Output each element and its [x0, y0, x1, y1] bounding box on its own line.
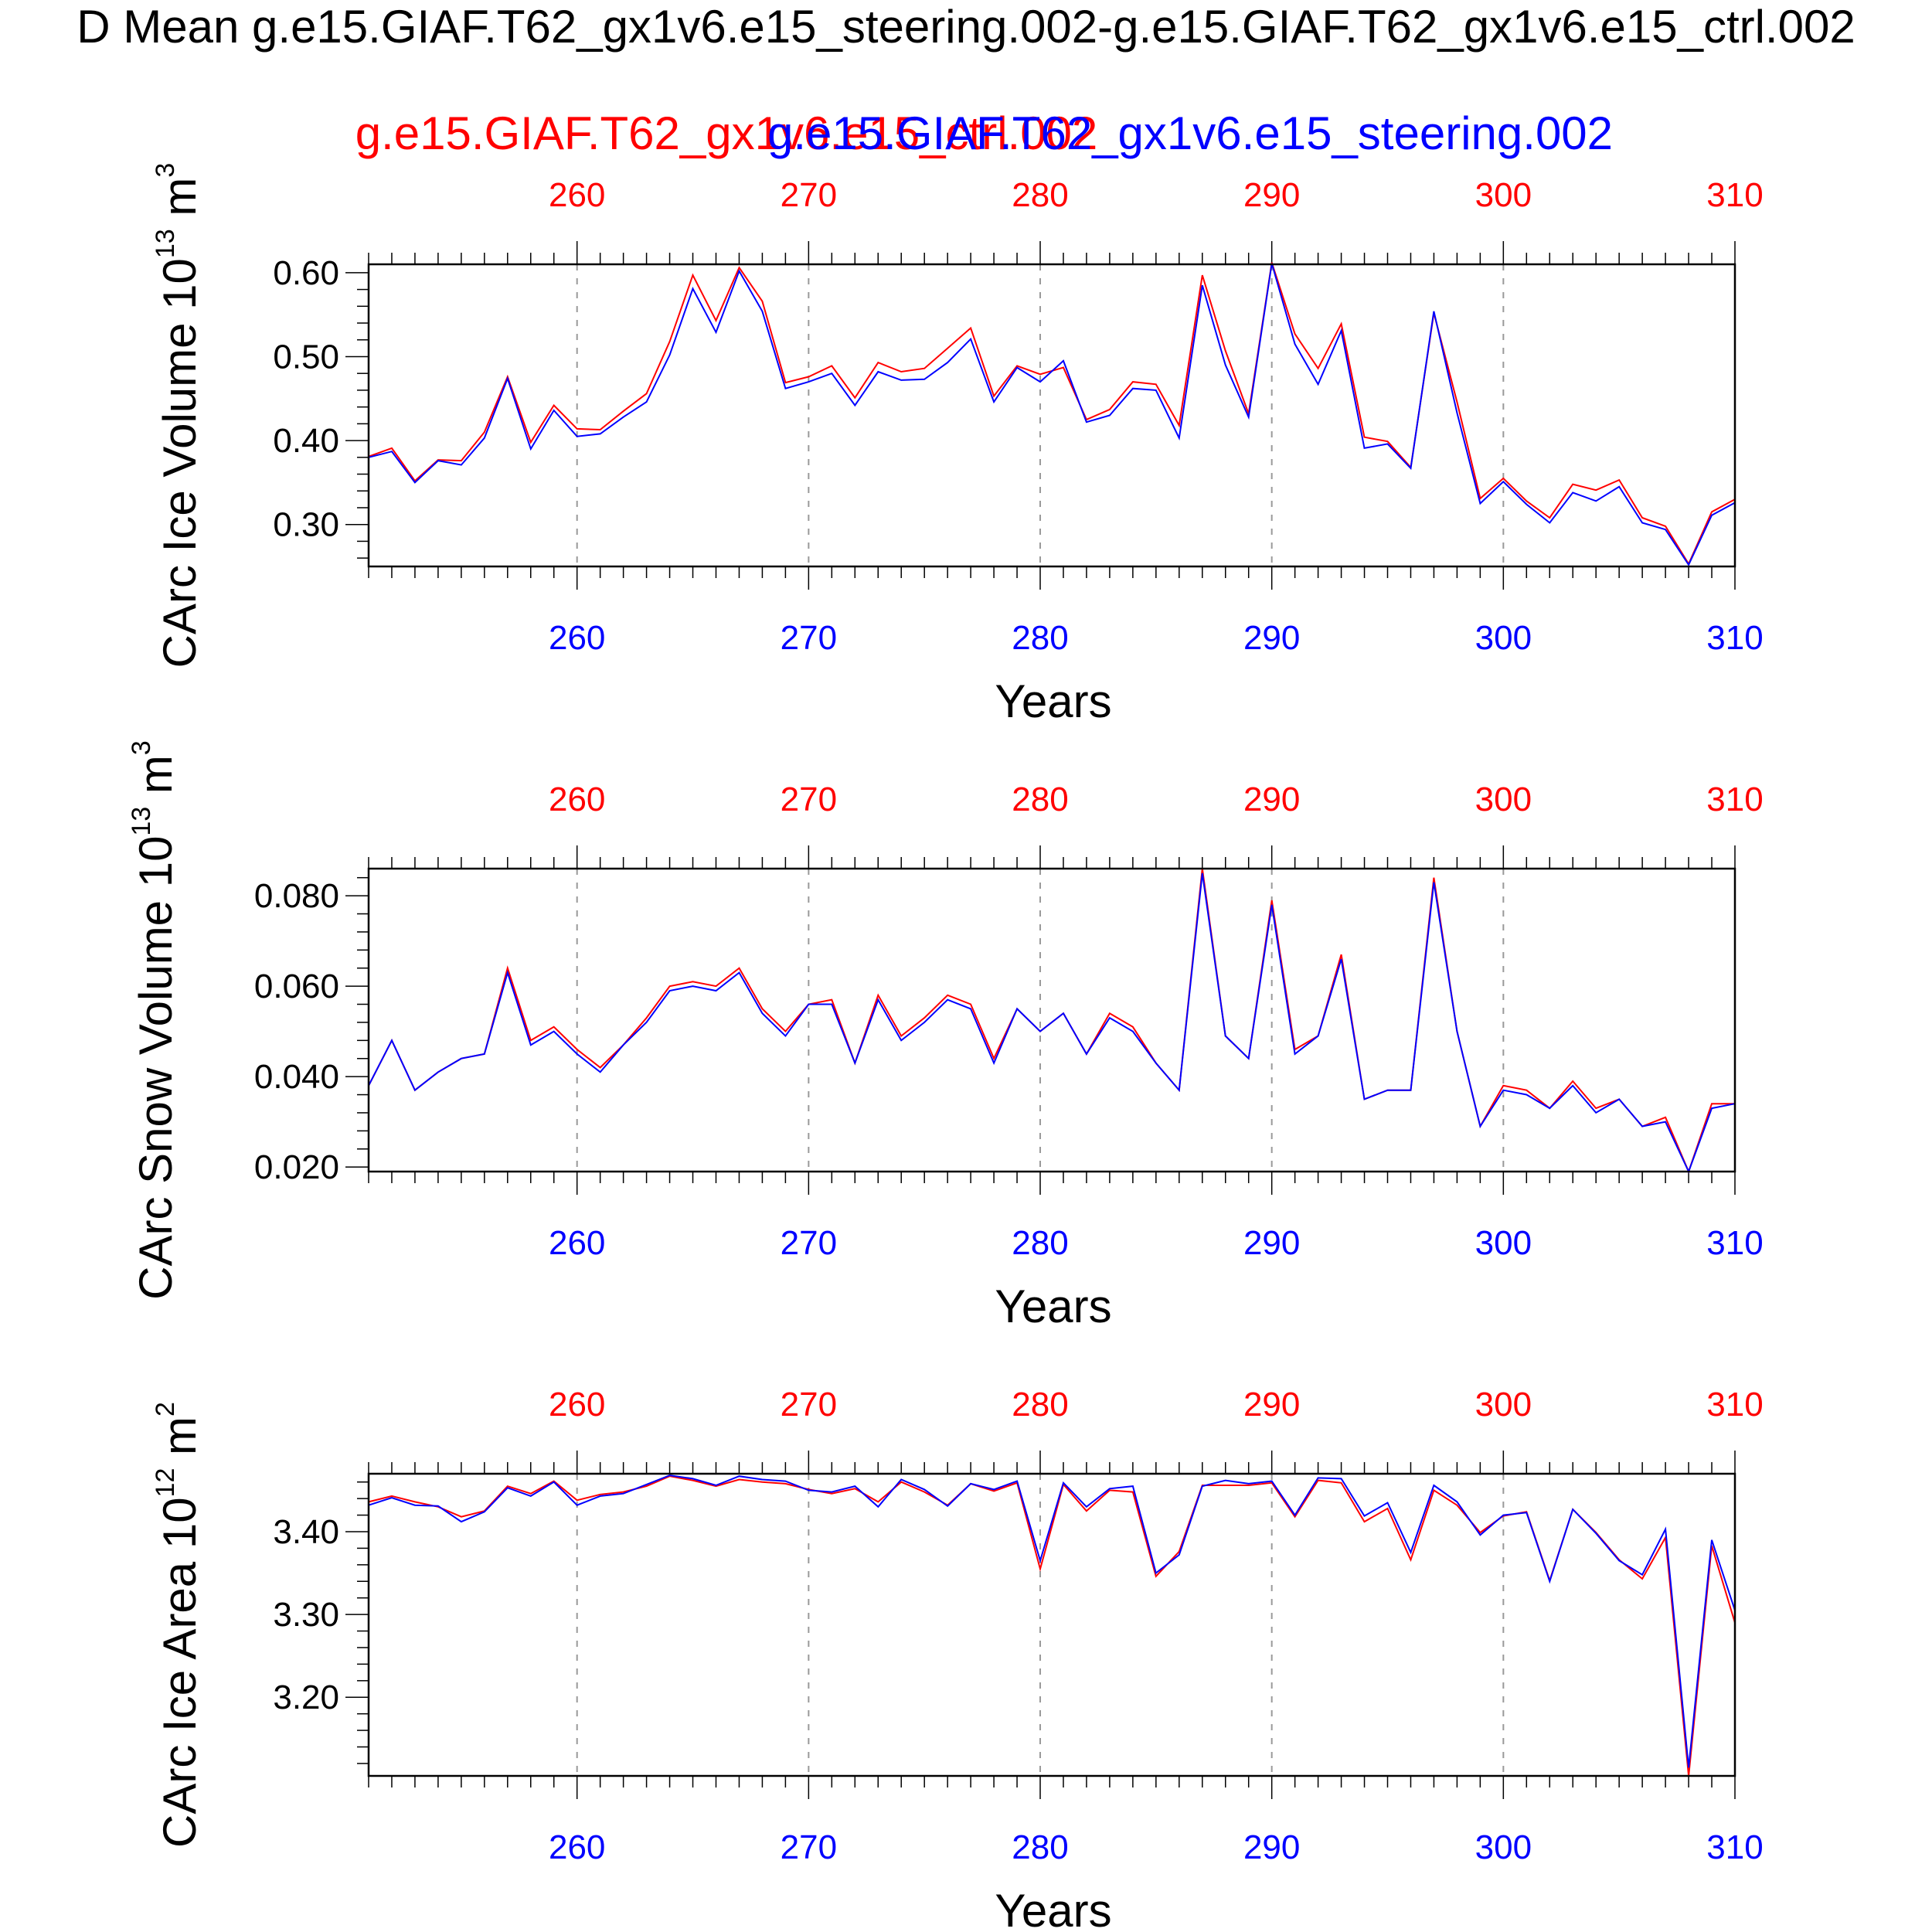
x-tick-label-bottom: 260: [549, 619, 605, 657]
y-tick-label: 0.40: [273, 422, 339, 460]
plot-frame: [367, 1472, 1736, 1777]
legend-steering-label: g.e15.GIAF.T62_gx1v6.e15_steering.002: [767, 107, 1614, 159]
x-tick-label-bottom: 290: [1243, 1224, 1300, 1262]
x-tick-label-bottom: 260: [549, 1224, 605, 1262]
y-axis-label: CArc Ice Volume 1013 m3: [151, 163, 206, 668]
x-tick-label-top: 310: [1706, 1386, 1763, 1423]
x-tick-label-bottom: 310: [1706, 1224, 1763, 1262]
y-tick-label: 0.020: [254, 1148, 339, 1186]
x-axis-label: Years: [995, 1281, 1111, 1332]
y-tick-label: 0.040: [254, 1058, 339, 1096]
x-tick-label-top: 260: [549, 781, 605, 818]
plot-frame: [367, 263, 1736, 568]
x-tick-label-bottom: 300: [1475, 1224, 1532, 1262]
y-tick-label: 3.30: [273, 1596, 339, 1634]
x-axis-label: Years: [995, 675, 1111, 727]
x-tick-label-bottom: 280: [1012, 1828, 1068, 1866]
plot-frame: [367, 867, 1736, 1173]
series-line-steering: [368, 872, 1736, 1174]
y-tick-label: 3.20: [273, 1679, 339, 1716]
x-tick-label-top: 270: [781, 781, 837, 818]
panel-2: 0.020 0.040 0.060 0.080 260 260 270 270 280 280 29…: [127, 740, 1764, 1332]
x-tick-label-top: 310: [1706, 176, 1763, 214]
x-tick-label-top: 260: [549, 176, 605, 214]
y-axis-label: CArc Ice Area 1012 m2: [151, 1402, 206, 1848]
y-tick-label: 0.50: [273, 338, 339, 376]
x-tick-label-bottom: 290: [1243, 1828, 1300, 1866]
x-tick-label-bottom: 310: [1706, 619, 1763, 657]
x-tick-label-top: 280: [1012, 781, 1068, 818]
y-tick-label: 0.60: [273, 254, 339, 292]
x-tick-label-bottom: 270: [781, 619, 837, 657]
x-tick-label-bottom: 280: [1012, 619, 1068, 657]
x-tick-label-bottom: 280: [1012, 1224, 1068, 1262]
x-tick-label-bottom: 310: [1706, 1828, 1763, 1866]
x-tick-label-top: 310: [1706, 781, 1763, 818]
y-tick-label: 0.080: [254, 877, 339, 915]
series-line-steering: [368, 1475, 1736, 1768]
y-tick-label: 3.40: [273, 1513, 339, 1551]
legend-ctrl-label: g.e15.GIAF.T62_gx1v6.e15_ctrl.002: [355, 107, 1098, 159]
x-tick-label-bottom: 300: [1475, 619, 1532, 657]
series-line-ctrl: [368, 262, 1736, 566]
panel-1: 0.30 0.40 0.50 0.60 260 260 270 270 280 280 290 290…: [151, 163, 1764, 727]
x-tick-label-top: 300: [1475, 781, 1532, 818]
x-tick-label-bottom: 290: [1243, 619, 1300, 657]
x-tick-label-top: 280: [1012, 176, 1068, 214]
x-tick-label-top: 290: [1243, 1386, 1300, 1423]
x-tick-label-top: 280: [1012, 1386, 1068, 1423]
x-axis-label: Years: [995, 1885, 1111, 1932]
x-tick-label-top: 270: [781, 1386, 837, 1423]
x-tick-label-top: 300: [1475, 176, 1532, 214]
x-tick-label-bottom: 300: [1475, 1828, 1532, 1866]
x-tick-label-top: 260: [549, 1386, 605, 1423]
x-tick-label-bottom: 270: [781, 1828, 837, 1866]
x-tick-label-top: 290: [1243, 781, 1300, 818]
series-line-ctrl: [368, 868, 1735, 1174]
chart-title: D Mean g.e15.GIAF.T62_gx1v6.e15_steering…: [77, 1, 1855, 53]
panel-3: 3.20 3.30 3.40 260 260 270 270 280 280 290 290 300 3…: [151, 1386, 1764, 1932]
x-tick-label-bottom: 270: [781, 1224, 837, 1262]
y-axis-label: CArc Snow Volume 1013 m3: [127, 740, 182, 1300]
x-tick-label-top: 290: [1243, 176, 1300, 214]
x-tick-label-top: 270: [781, 176, 837, 214]
x-tick-label-top: 300: [1475, 1386, 1532, 1423]
series-line-steering: [368, 263, 1736, 566]
x-tick-label-bottom: 260: [549, 1828, 605, 1866]
y-tick-label: 0.30: [273, 506, 339, 544]
y-tick-label: 0.060: [254, 968, 339, 1005]
